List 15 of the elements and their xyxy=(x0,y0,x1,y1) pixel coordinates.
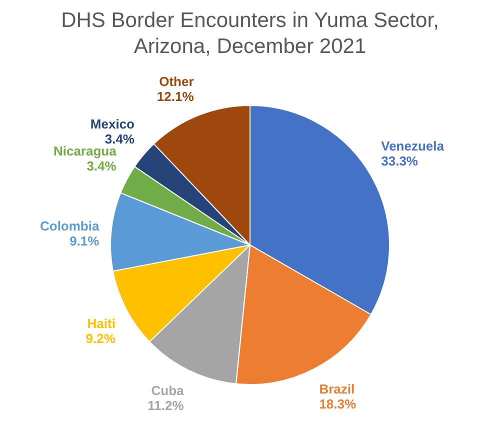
slice-label: Mexico xyxy=(90,116,135,132)
slice-label: Cuba xyxy=(151,382,185,398)
data-label: 12.1% xyxy=(156,88,194,104)
data-label: 18.3% xyxy=(319,396,357,412)
data-label: 11.2% xyxy=(148,398,184,413)
chart-title: DHS Border Encounters in Yuma Sector, Arizona, December 2021 xyxy=(60,8,440,60)
data-label: 33.3% xyxy=(381,154,418,169)
slice-label: Colombia xyxy=(40,218,100,234)
slice-label: Haiti xyxy=(87,316,116,332)
slice-label: Other xyxy=(159,74,194,89)
slice-label: Venezuela xyxy=(381,138,445,154)
data-label: 9.2% xyxy=(86,331,116,346)
slice-label: Brazil xyxy=(319,381,355,396)
data-label: 3.4% xyxy=(86,158,117,174)
data-label: 9.1% xyxy=(70,233,100,248)
